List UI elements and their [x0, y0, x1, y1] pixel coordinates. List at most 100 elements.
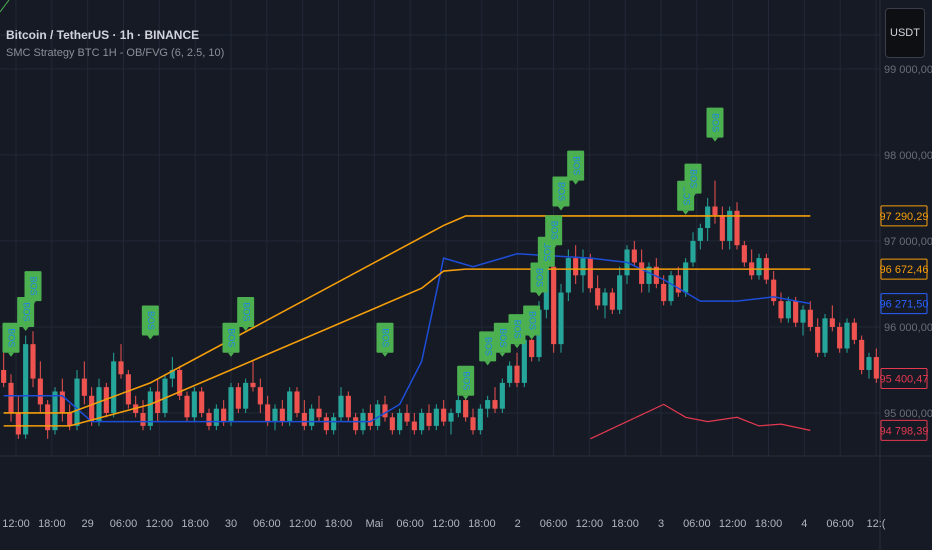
candle[interactable]: [265, 404, 271, 422]
price-tag[interactable]: [880, 419, 928, 441]
candle[interactable]: [829, 318, 835, 327]
candle[interactable]: [235, 387, 241, 409]
candle[interactable]: [617, 275, 623, 310]
candle[interactable]: [485, 400, 491, 409]
candle[interactable]: [683, 262, 689, 293]
candle[interactable]: [558, 292, 564, 345]
price-tag[interactable]: [880, 368, 928, 390]
candle[interactable]: [697, 228, 703, 241]
candle[interactable]: [272, 408, 278, 422]
bos-marker[interactable]: [222, 322, 240, 353]
candle[interactable]: [800, 309, 806, 323]
candle[interactable]: [756, 258, 762, 276]
candle[interactable]: [675, 275, 681, 293]
currency-button[interactable]: USDT: [885, 8, 925, 58]
candle[interactable]: [507, 365, 513, 383]
candle[interactable]: [45, 404, 51, 431]
candle[interactable]: [125, 374, 131, 405]
candle[interactable]: [793, 301, 799, 323]
bos-marker[interactable]: [530, 262, 548, 293]
candle[interactable]: [734, 210, 740, 246]
candle[interactable]: [712, 206, 718, 216]
indicator-title[interactable]: SMC Strategy BTC 1H - OB/FVG (6, 2.5, 10…: [6, 47, 225, 59]
bos-marker[interactable]: [684, 163, 702, 194]
candle[interactable]: [228, 387, 234, 422]
candle[interactable]: [866, 357, 872, 370]
candle[interactable]: [37, 378, 43, 405]
candle[interactable]: [411, 421, 417, 431]
candle[interactable]: [807, 309, 813, 327]
bos-marker[interactable]: [376, 322, 394, 353]
candle[interactable]: [551, 266, 557, 345]
candle[interactable]: [778, 301, 784, 319]
candle[interactable]: [389, 417, 395, 431]
candle[interactable]: [309, 408, 315, 426]
candle[interactable]: [199, 391, 205, 413]
candle[interactable]: [492, 400, 498, 409]
candle[interactable]: [147, 391, 153, 426]
candle[interactable]: [822, 318, 828, 353]
candle[interactable]: [433, 408, 439, 426]
candle[interactable]: [81, 378, 87, 396]
candle[interactable]: [653, 266, 659, 284]
candle[interactable]: [441, 408, 447, 422]
bos-marker[interactable]: [2, 322, 20, 353]
candle[interactable]: [279, 408, 285, 422]
candle[interactable]: [191, 391, 197, 418]
candle[interactable]: [243, 382, 249, 409]
candle[interactable]: [815, 326, 821, 353]
candle[interactable]: [74, 378, 80, 426]
bos-marker[interactable]: [493, 322, 511, 353]
bos-marker[interactable]: [545, 215, 563, 246]
bos-marker[interactable]: [706, 107, 724, 138]
candle[interactable]: [301, 412, 307, 426]
candle[interactable]: [573, 258, 579, 276]
candle[interactable]: [837, 326, 843, 349]
candle[interactable]: [221, 408, 227, 422]
candle[interactable]: [705, 206, 711, 228]
candle[interactable]: [345, 395, 351, 418]
symbol-title[interactable]: Bitcoin / TetherUS · 1h · BINANCE: [6, 28, 200, 42]
bos-marker[interactable]: [237, 296, 255, 327]
candle[interactable]: [118, 361, 124, 375]
candle[interactable]: [426, 412, 432, 426]
candle[interactable]: [257, 387, 263, 405]
candle[interactable]: [177, 369, 183, 396]
candle[interactable]: [367, 412, 373, 426]
candle[interactable]: [851, 322, 857, 340]
bos-marker[interactable]: [141, 305, 159, 336]
candle[interactable]: [353, 417, 359, 431]
candle[interactable]: [287, 391, 293, 422]
candle[interactable]: [213, 408, 219, 426]
candle[interactable]: [375, 404, 381, 426]
candle[interactable]: [162, 378, 168, 413]
candle[interactable]: [323, 417, 329, 431]
price-tag[interactable]: [880, 258, 928, 280]
candle[interactable]: [382, 404, 388, 418]
candle[interactable]: [111, 361, 117, 413]
candle[interactable]: [1, 369, 7, 383]
candle[interactable]: [89, 395, 95, 422]
price-tag[interactable]: [880, 205, 928, 227]
candle[interactable]: [521, 339, 527, 383]
candle[interactable]: [609, 292, 615, 310]
candle[interactable]: [448, 412, 454, 422]
price-tag[interactable]: [880, 293, 928, 315]
candle[interactable]: [52, 391, 58, 431]
candle[interactable]: [661, 283, 667, 302]
candle[interactable]: [602, 292, 608, 306]
bos-marker[interactable]: [567, 150, 585, 181]
candle[interactable]: [719, 215, 725, 241]
candle[interactable]: [859, 339, 865, 370]
bos-marker[interactable]: [552, 176, 570, 207]
candle[interactable]: [15, 412, 21, 435]
candle[interactable]: [338, 395, 344, 418]
candle[interactable]: [514, 365, 520, 383]
candle[interactable]: [419, 412, 425, 431]
bos-marker[interactable]: [457, 365, 475, 396]
candle[interactable]: [631, 249, 637, 263]
candle[interactable]: [873, 357, 879, 379]
candle[interactable]: [668, 275, 674, 302]
